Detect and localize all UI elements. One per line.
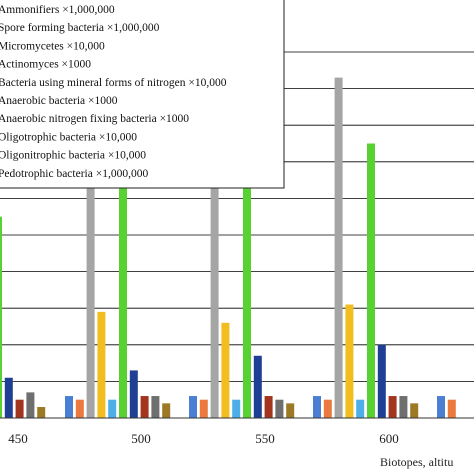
bar: [334, 77, 343, 419]
bar: [0, 216, 2, 418]
bar: [447, 399, 456, 418]
bar: [323, 399, 332, 418]
bar: [26, 392, 35, 418]
bar: [275, 399, 284, 418]
bar: [243, 143, 251, 418]
x-tick-label: 450: [8, 431, 28, 446]
bar: [367, 143, 375, 418]
legend-label: Ammonifiers ×1,000,000: [0, 4, 115, 16]
legend-label: Anaerobic nitrogen fixing bacteria ×1000: [0, 113, 189, 125]
bar: [410, 403, 419, 418]
bar: [345, 304, 354, 418]
bar: [151, 396, 160, 418]
bar: [199, 399, 208, 418]
legend-label: Bacteria using mineral forms of nitrogen…: [0, 77, 227, 89]
bar: [4, 377, 13, 418]
legend-label: Anaerobic bacteria ×1000: [0, 95, 118, 107]
bar: [15, 399, 24, 418]
bar: [313, 396, 321, 418]
bar: [37, 407, 46, 418]
x-axis-title: Biotopes, altitu: [380, 455, 453, 469]
x-tick-labels: 450 500 550 600: [8, 431, 399, 446]
legend-label: Pedotrophic bacteria ×1,000,000: [0, 168, 148, 180]
bar: [75, 399, 84, 418]
legend-label: Actinomyces ×1000: [0, 59, 91, 71]
bar: [140, 396, 149, 418]
bar: [221, 322, 230, 418]
bar: [108, 399, 117, 418]
legend-label: Oligonitrophic bacteria ×10,000: [0, 150, 146, 162]
bar: [377, 344, 386, 418]
bar: [162, 403, 171, 418]
legend-label: Micromycetes ×10,000: [0, 40, 105, 52]
bar: [286, 403, 295, 418]
legend-label: Spore forming bacteria ×1,000,000: [0, 22, 160, 34]
bar: [437, 396, 445, 418]
bar: [232, 399, 241, 418]
legend-label: Oligotrophic bacteria ×10,000: [0, 131, 137, 143]
bar: [119, 147, 127, 418]
bar: [388, 396, 397, 418]
legend-box: [0, 0, 285, 189]
bar: [65, 396, 73, 418]
bar: [189, 396, 197, 418]
legend: Ammonifiers ×1,000,000 Spore forming bact…: [0, 0, 285, 189]
x-tick-label: 500: [131, 431, 151, 446]
bar: [399, 396, 408, 418]
bar: [86, 77, 95, 419]
bar: [129, 370, 138, 418]
bar: [264, 396, 273, 418]
bars: [0, 77, 456, 419]
bar: [97, 311, 106, 418]
x-tick-label: 600: [379, 431, 399, 446]
bar: [210, 77, 219, 419]
bar: [356, 399, 365, 418]
bar: [253, 355, 262, 418]
x-tick-label: 550: [255, 431, 275, 446]
